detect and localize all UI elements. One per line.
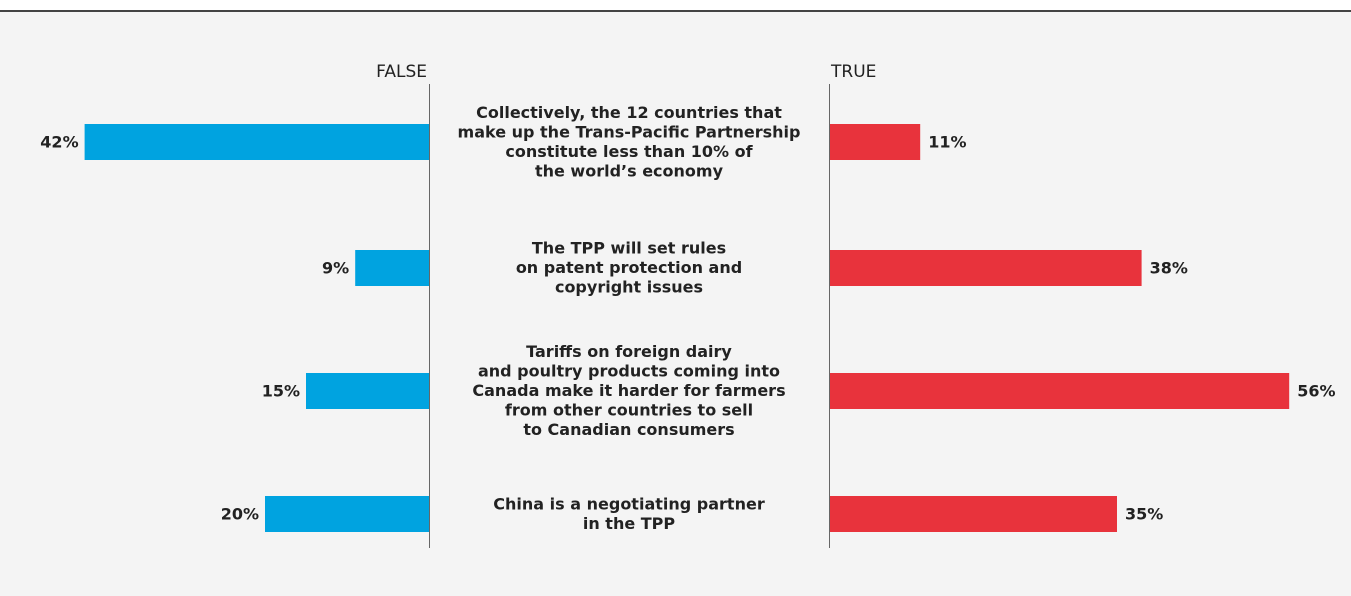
category-label: Tariffs on foreign dairy and poultry prod… — [472, 342, 785, 439]
bar — [830, 373, 1290, 409]
value-label: 38% — [1150, 259, 1188, 278]
false-header: FALSE — [376, 62, 427, 82]
value-label: 20% — [221, 505, 259, 524]
bar — [355, 250, 429, 286]
bar — [830, 496, 1117, 532]
true-header: TRUE — [830, 62, 876, 82]
value-label: 15% — [262, 382, 300, 401]
value-label: 56% — [1297, 382, 1335, 401]
category-label: The TPP will set rules on patent protecti… — [516, 238, 742, 296]
bar — [306, 373, 429, 409]
bar — [265, 496, 429, 532]
top-strip — [0, 0, 1351, 11]
bar — [830, 124, 921, 160]
value-label: 35% — [1125, 505, 1163, 524]
category-label: Collectively, the 12 countries that make … — [458, 102, 801, 180]
bar — [84, 124, 429, 160]
value-label: 42% — [40, 133, 78, 152]
bar — [830, 250, 1142, 286]
value-label: 9% — [322, 259, 349, 278]
category-label: China is a negotiating partner in the TPP — [493, 494, 765, 533]
value-label: 11% — [928, 133, 966, 152]
